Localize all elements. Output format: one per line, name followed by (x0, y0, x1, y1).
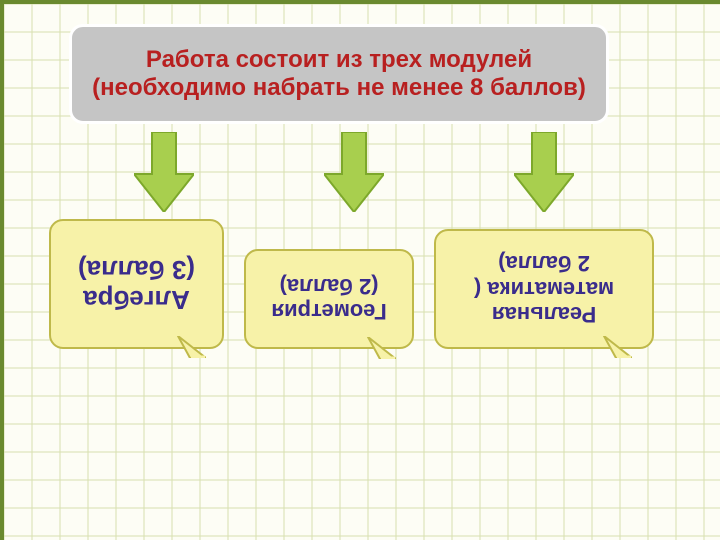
module-tail-2 (366, 337, 396, 359)
module-3-line1: Реальная (474, 302, 614, 327)
module-3-line2: математика ( (474, 276, 614, 301)
header-box: Работа состоит из трех модулей (необходи… (69, 24, 609, 124)
module-tail-3 (602, 336, 632, 358)
module-1-line1: Алгебра (78, 284, 195, 314)
header-text: Работа состоит из трех модулей (необходи… (92, 46, 586, 102)
module-box-1: Алгебра(3 балла) (49, 219, 224, 349)
module-2-line1: Геометрия (271, 299, 387, 324)
arrow-down-2 (324, 132, 384, 212)
module-3-line3: 2 балла) (474, 251, 614, 276)
module-2-line2: (2 балла) (271, 274, 387, 299)
module-box-2: Геометрия(2 балла) (244, 249, 414, 349)
module-1-line2: (3 балла) (78, 254, 195, 284)
arrow-down-1 (134, 132, 194, 212)
module-tail-1 (176, 336, 206, 358)
arrow-down-3 (514, 132, 574, 212)
module-box-3: Реальнаяматематика (2 балла) (434, 229, 654, 349)
